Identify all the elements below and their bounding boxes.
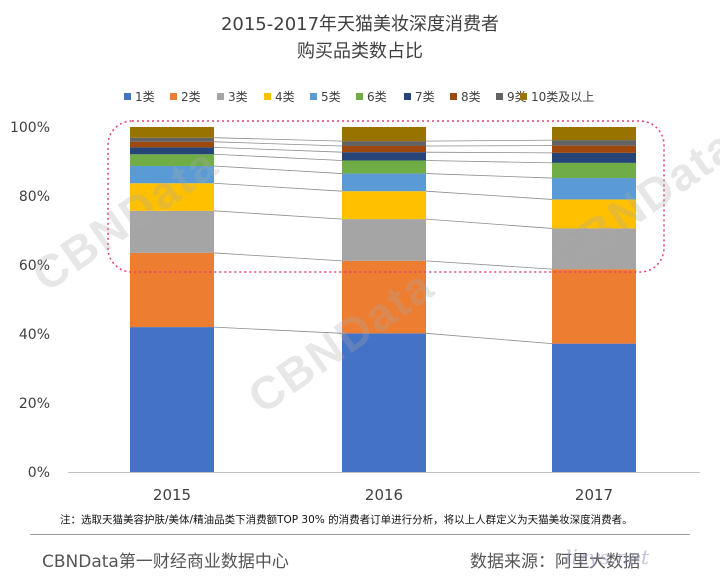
connector-line <box>425 260 553 270</box>
chart-footnote: 注：选取天猫美容护肤/美体/精油品类下消费额TOP 30% 的消费者订单进行分析… <box>60 514 633 526</box>
stacked-bar-chart: 1类 2类 3类 4类 5类 6类 7类 8类 9类 10类及以上 0%20%40%60%80%1… <box>10 90 700 504</box>
connector-line <box>425 190 553 200</box>
bar-segment <box>552 145 636 153</box>
legend-label: 1类 <box>135 90 155 104</box>
bar-segment <box>342 191 426 220</box>
footer-brand: CBNData第一财经商业数据中心 <box>42 552 289 572</box>
bar-segment <box>130 165 214 184</box>
bar-segment <box>130 154 214 166</box>
legend-swatch <box>217 93 224 100</box>
connector-line <box>213 165 343 174</box>
legend-swatch <box>520 93 527 100</box>
y-tick-label: 80% <box>19 189 50 205</box>
legend-swatch <box>124 93 131 100</box>
y-tick-label: 0% <box>28 465 50 481</box>
legend-label: 6类 <box>367 90 387 104</box>
bar-segment <box>552 162 636 179</box>
bar-segment <box>130 252 214 328</box>
y-tick-label: 20% <box>19 396 50 412</box>
connector-line <box>213 252 343 262</box>
bar-segment <box>342 145 426 153</box>
bar-segment <box>342 127 426 142</box>
bar-segment <box>130 183 214 211</box>
legend-label: 2类 <box>181 90 201 104</box>
connector-line <box>213 137 343 142</box>
bar-segment <box>130 327 214 472</box>
legend-label: 8类 <box>461 90 481 104</box>
bar-segment <box>552 140 636 146</box>
legend-label: 10类及以上 <box>531 90 594 104</box>
y-tick-label: 40% <box>19 327 50 343</box>
connector-line <box>213 182 343 192</box>
legend-swatch <box>356 93 363 100</box>
bar-segment <box>130 141 214 148</box>
bar-segment <box>130 127 214 138</box>
bar-segment <box>342 160 426 174</box>
footer-divider <box>30 534 690 535</box>
x-axis: 2015 2016 2017 <box>68 472 700 504</box>
legend-swatch <box>264 93 271 100</box>
bar-segment <box>552 178 636 200</box>
connector-line <box>425 332 553 345</box>
connector-line <box>425 151 553 154</box>
series-connector-lines <box>213 137 553 345</box>
legend-swatch <box>404 93 411 100</box>
connector-line <box>425 218 553 229</box>
y-tick-label: 60% <box>19 258 50 274</box>
chart-legend: 1类 2类 3类 4类 5类 6类 7类 8类 9类 10类及以上 <box>124 90 594 104</box>
bar-segment <box>342 260 426 334</box>
legend-label: 5类 <box>321 90 341 104</box>
connector-line <box>425 160 553 164</box>
bar-segment <box>552 127 636 141</box>
bar-segment <box>552 228 636 270</box>
bar-segment <box>342 152 426 161</box>
connector-line <box>213 146 343 153</box>
legend-label: 4类 <box>275 90 295 104</box>
x-tick-label: 2017 <box>575 486 613 504</box>
connector-line <box>213 141 343 147</box>
x-tick-label: 2015 <box>153 486 191 504</box>
bar-segment <box>130 210 214 253</box>
legend-swatch <box>310 93 317 100</box>
legend-swatch <box>170 93 177 100</box>
bar-segment <box>342 333 426 472</box>
corner-watermark: lizys.net <box>565 545 650 569</box>
y-axis: 0% 20% 40% 60% 80% 100% <box>10 120 50 481</box>
bar-segment <box>552 343 636 472</box>
bar-segment <box>552 269 636 344</box>
legend-swatch <box>496 93 503 100</box>
legend-label: 3类 <box>228 90 248 104</box>
bar-segment <box>130 147 214 155</box>
connector-line <box>213 153 343 161</box>
y-tick-label: 100% <box>10 120 50 136</box>
bars <box>130 127 636 472</box>
bar-segment <box>130 137 214 142</box>
bar-segment <box>552 152 636 163</box>
x-tick-label: 2016 <box>365 486 403 504</box>
legend-swatch <box>450 93 457 100</box>
bar-segment <box>552 199 636 229</box>
connector-line <box>213 210 343 220</box>
footer-source: 数据来源：阿里大数据 <box>470 552 640 572</box>
connector-line <box>425 173 553 179</box>
highlight-region-box <box>107 120 665 273</box>
bar-segment <box>342 219 426 261</box>
chart-title-line2: 购买品类数占比 <box>297 41 423 62</box>
connector-line <box>425 139 553 142</box>
chart-title-line1: 2015-2017年天猫美妆深度消费者 <box>220 14 500 35</box>
bar-segment <box>342 173 426 192</box>
legend-label: 7类 <box>415 90 435 104</box>
bar-segment <box>342 141 426 146</box>
connector-line <box>213 326 343 334</box>
